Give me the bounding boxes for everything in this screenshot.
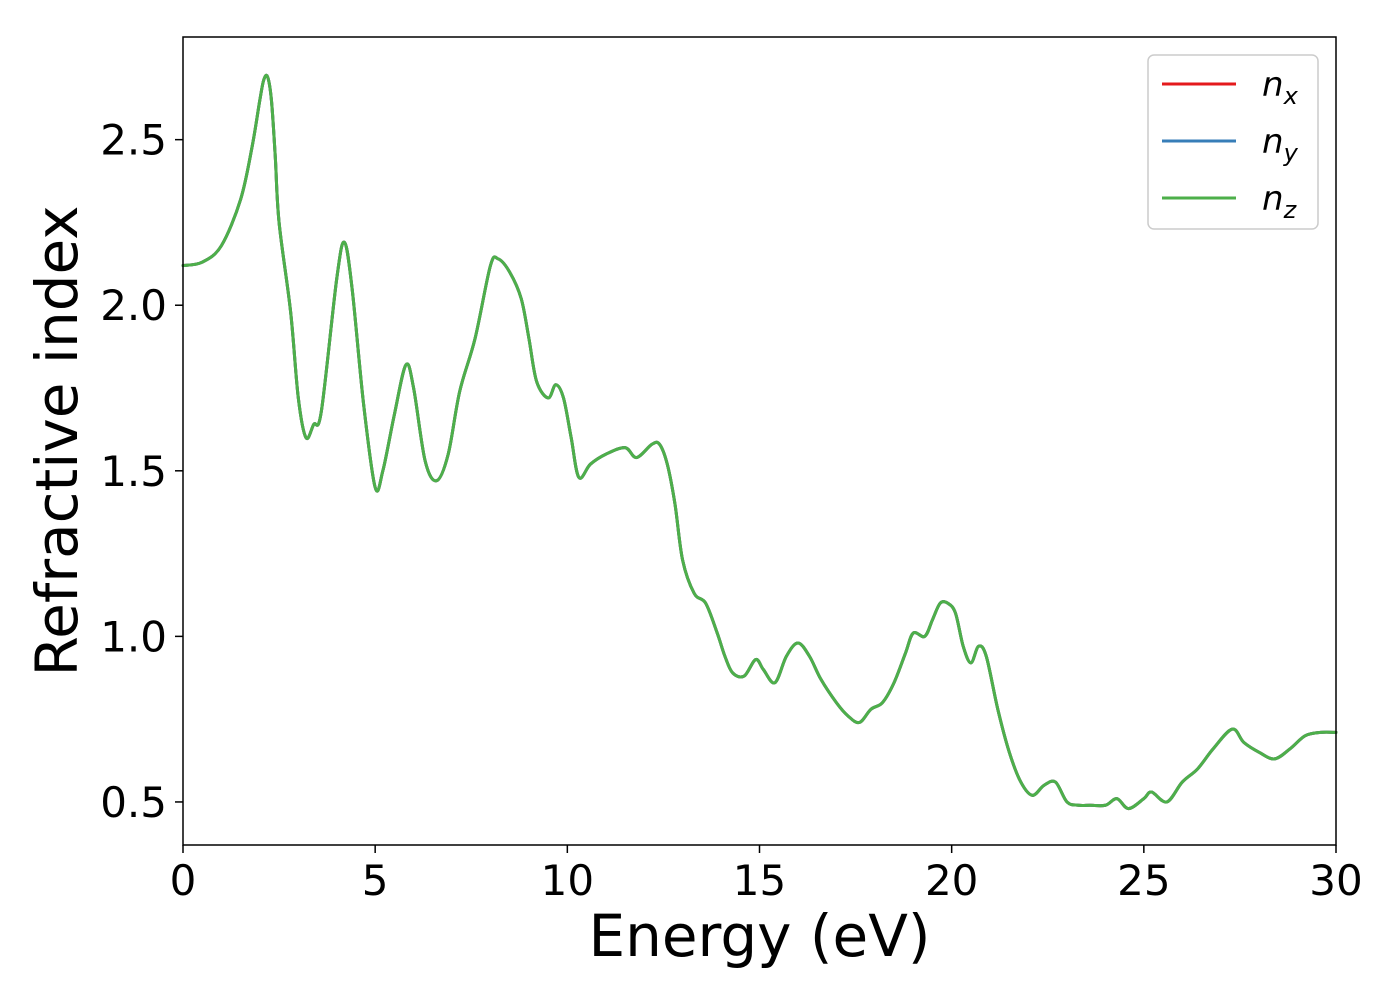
- series-line-nz: [181, 73, 1338, 811]
- x-axis-label: Energy (eV): [588, 902, 930, 970]
- x-axis-ticks: 0 5 10 15 20 25 30: [170, 845, 1363, 905]
- legend-label-ny: ny: [1262, 122, 1299, 167]
- legend-label-nx: nx: [1262, 65, 1299, 110]
- x-tick-label: 15: [733, 856, 786, 905]
- y-axis-ticks: 0.5 1.0 1.5 2.0 2.5: [100, 116, 183, 827]
- x-tick-label: 0: [170, 856, 197, 905]
- y-tick-label: 2.5: [100, 116, 167, 165]
- y-tick-label: 1.5: [100, 447, 167, 496]
- y-tick-label: 0.5: [100, 778, 167, 827]
- x-tick-label: 25: [1117, 856, 1170, 905]
- x-tick-label: 10: [541, 856, 594, 905]
- y-tick-label: 2.0: [100, 281, 167, 330]
- y-axis-label: Refractive index: [23, 205, 91, 676]
- x-tick-label: 30: [1309, 856, 1362, 905]
- x-tick-label: 20: [925, 856, 978, 905]
- y-tick-label: 1.0: [100, 612, 167, 661]
- x-tick-label: 5: [362, 856, 389, 905]
- series-lines: [181, 73, 1338, 811]
